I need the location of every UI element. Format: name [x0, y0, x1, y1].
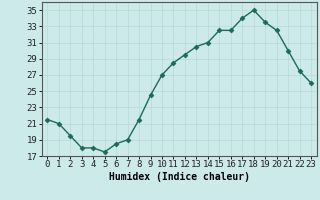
X-axis label: Humidex (Indice chaleur): Humidex (Indice chaleur) [109, 172, 250, 182]
